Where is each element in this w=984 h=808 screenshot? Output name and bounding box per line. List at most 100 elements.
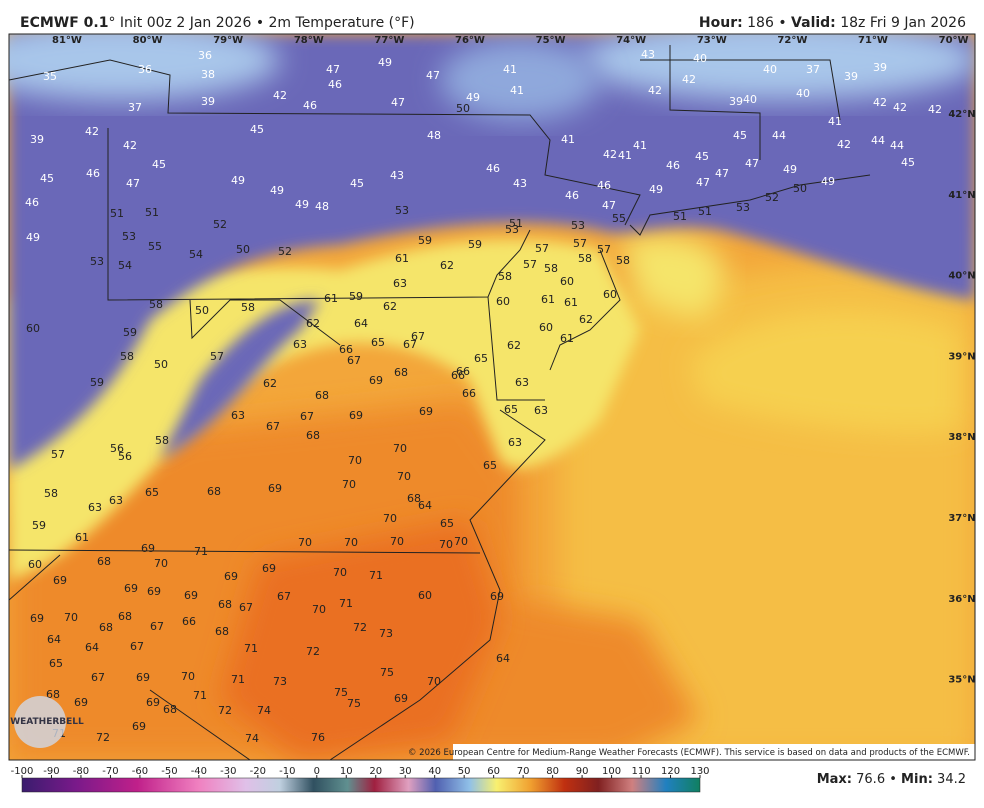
station-value: 68 [218, 598, 232, 611]
station-value: 42 [928, 103, 942, 116]
ocean-yellow [690, 310, 960, 433]
station-value: 69 [53, 574, 67, 587]
station-value: 69 [490, 590, 504, 603]
station-value: 68 [306, 429, 320, 442]
station-value: 70 [342, 478, 356, 491]
latitude-label: 38°N [948, 432, 975, 443]
station-value: 67 [239, 601, 253, 614]
station-value: 65 [49, 657, 63, 670]
station-value: 40 [743, 93, 757, 106]
station-value: 69 [136, 671, 150, 684]
station-value: 43 [390, 169, 404, 182]
station-value: 64 [85, 641, 99, 654]
station-value: 67 [403, 338, 417, 351]
station-value: 65 [504, 403, 518, 416]
station-value: 55 [148, 240, 162, 253]
station-value: 58 [578, 252, 592, 265]
station-value: 69 [30, 612, 44, 625]
station-value: 58 [155, 434, 169, 447]
border [189, 299, 341, 346]
station-value: 42 [837, 138, 851, 151]
station-value: 72 [96, 731, 110, 744]
border [9, 549, 481, 760]
station-value: 50 [793, 182, 807, 195]
station-value: 56 [118, 450, 132, 463]
longitude-label: 79°W [213, 35, 243, 46]
border [487, 296, 545, 401]
station-value: 75 [380, 666, 394, 679]
station-value: 38 [201, 68, 215, 81]
station-value: 60 [560, 275, 574, 288]
colorbar-ticks: -100 -90 -80 -70 -60 -50 -40 -30 -20 -10 0 10 20 30 40… [11, 766, 710, 778]
station-value: 50 [236, 243, 250, 256]
colorbar-tick-label: 40 [428, 766, 441, 777]
station-value: 60 [26, 322, 40, 335]
station-value: 45 [350, 177, 364, 190]
station-value: 65 [483, 459, 497, 472]
station-value: 49 [466, 91, 480, 104]
colorbar-tick-label: -90 [43, 766, 59, 777]
station-value: 42 [682, 73, 696, 86]
station-value: 55 [612, 212, 626, 225]
station-value: 59 [123, 326, 137, 339]
station-value: 61 [324, 292, 338, 305]
station-value: 60 [28, 558, 42, 571]
station-value: 63 [508, 436, 522, 449]
station-value: 49 [783, 163, 797, 176]
station-value: 45 [733, 129, 747, 142]
station-value: 47 [745, 157, 759, 170]
station-value: 61 [395, 252, 409, 265]
station-value: 41 [828, 115, 842, 128]
station-value: 58 [241, 301, 255, 314]
station-value: 67 [266, 420, 280, 433]
longitude-label: 72°W [777, 35, 807, 46]
latitude-label: 36°N [948, 594, 975, 605]
colorbar [21, 777, 701, 793]
station-value: 71 [244, 642, 258, 655]
colorbar-tick-label: 30 [399, 766, 412, 777]
station-value: 62 [383, 300, 397, 313]
station-value: 66 [451, 369, 465, 382]
latitude-label: 40°N [948, 271, 975, 282]
station-value: 47 [426, 69, 440, 82]
station-value: 58 [498, 270, 512, 283]
station-value: 52 [765, 191, 779, 204]
station-value: 59 [90, 376, 104, 389]
station-value: 58 [120, 350, 134, 363]
station-value: 64 [418, 499, 432, 512]
station-value: 45 [901, 156, 915, 169]
station-value: 46 [565, 189, 579, 202]
station-value: 51 [673, 210, 687, 223]
station-value: 40 [693, 52, 707, 65]
min-label: Min: [901, 772, 933, 787]
station-value: 67 [130, 640, 144, 653]
station-value: 62 [306, 317, 320, 330]
station-value: 57 [597, 243, 611, 256]
longitude-label: 81°W [52, 35, 82, 46]
colorbar-tick-label: 70 [517, 766, 530, 777]
station-value: 66 [462, 387, 476, 400]
station-value: 53 [122, 230, 136, 243]
colorbar-tick-label: 20 [369, 766, 382, 777]
station-value: 70 [454, 535, 468, 548]
station-value: 62 [507, 339, 521, 352]
station-value: 42 [893, 101, 907, 114]
station-value: 63 [534, 404, 548, 417]
station-value: 50 [154, 358, 168, 371]
colorbar-tick-label: -10 [279, 766, 295, 777]
station-value: 41 [503, 63, 517, 76]
station-value: 53 [90, 255, 104, 268]
station-value: 61 [564, 296, 578, 309]
station-value: 52 [213, 218, 227, 231]
header-segment: 18z Fri 9 Jan 2026 [836, 15, 966, 31]
header-right: Hour: 186 • Valid: 18z Fri 9 Jan 2026 [699, 15, 966, 31]
latitude-label: 41°N [948, 190, 975, 201]
station-value: 69 [132, 720, 146, 733]
station-value: 41 [618, 149, 632, 162]
station-value: 58 [149, 298, 163, 311]
station-value: 72 [306, 645, 320, 658]
station-value: 67 [300, 410, 314, 423]
station-value: 60 [539, 321, 553, 334]
border [640, 45, 841, 160]
station-value: 47 [126, 177, 140, 190]
